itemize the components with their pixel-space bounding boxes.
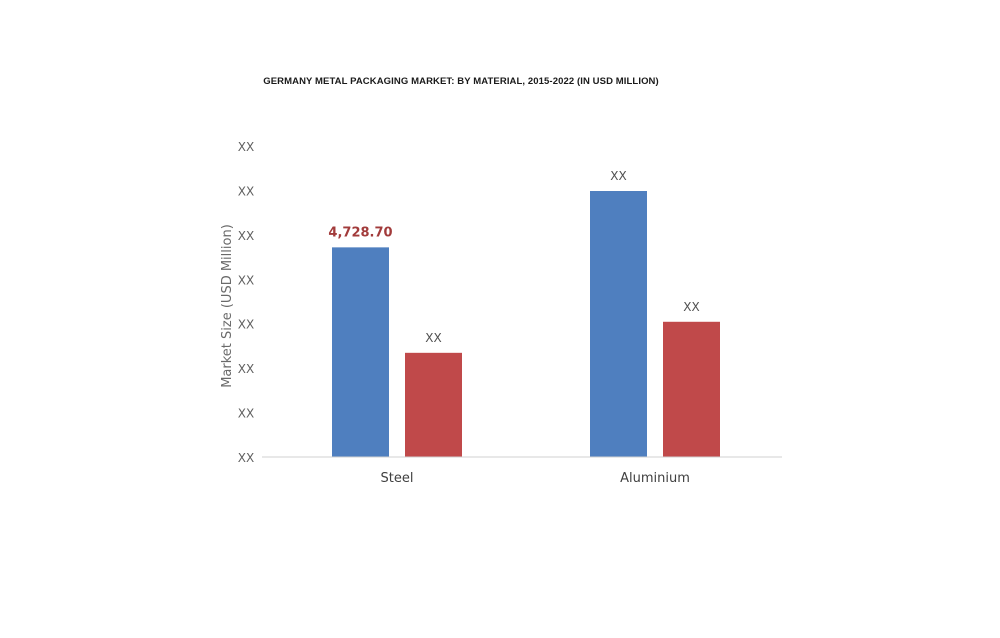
y-axis-title: Market Size (USD Million) (220, 224, 235, 388)
chart-title: GERMANY METAL PACKAGING MARKET: BY MATER… (263, 76, 659, 87)
y-axis-ticks: XX XX XX XX XX XX XX XX (238, 140, 254, 465)
data-label: XX (425, 331, 441, 345)
bars (332, 191, 720, 457)
bar-aluminium-2 (663, 321, 720, 457)
y-tick-label: XX (238, 318, 254, 332)
data-label: XX (683, 300, 699, 314)
y-tick-label: XX (238, 140, 254, 154)
y-tick-label: XX (238, 407, 254, 421)
data-labels: 4,728.70 XX XX XX (328, 169, 699, 345)
y-tick-label: XX (238, 451, 254, 465)
data-label: XX (610, 169, 626, 183)
y-tick-label: XX (238, 362, 254, 376)
bar-aluminium-1 (590, 191, 647, 457)
bar-steel-2 (405, 352, 462, 457)
category-label-steel: Steel (381, 471, 414, 486)
category-label-aluminium: Aluminium (620, 471, 690, 486)
y-tick-label: XX (238, 184, 254, 198)
category-labels: Steel Aluminium (381, 471, 690, 486)
data-label: 4,728.70 (328, 225, 392, 240)
y-tick-label: XX (238, 229, 254, 243)
bar-steel-1 (332, 247, 389, 457)
y-tick-label: XX (238, 273, 254, 287)
